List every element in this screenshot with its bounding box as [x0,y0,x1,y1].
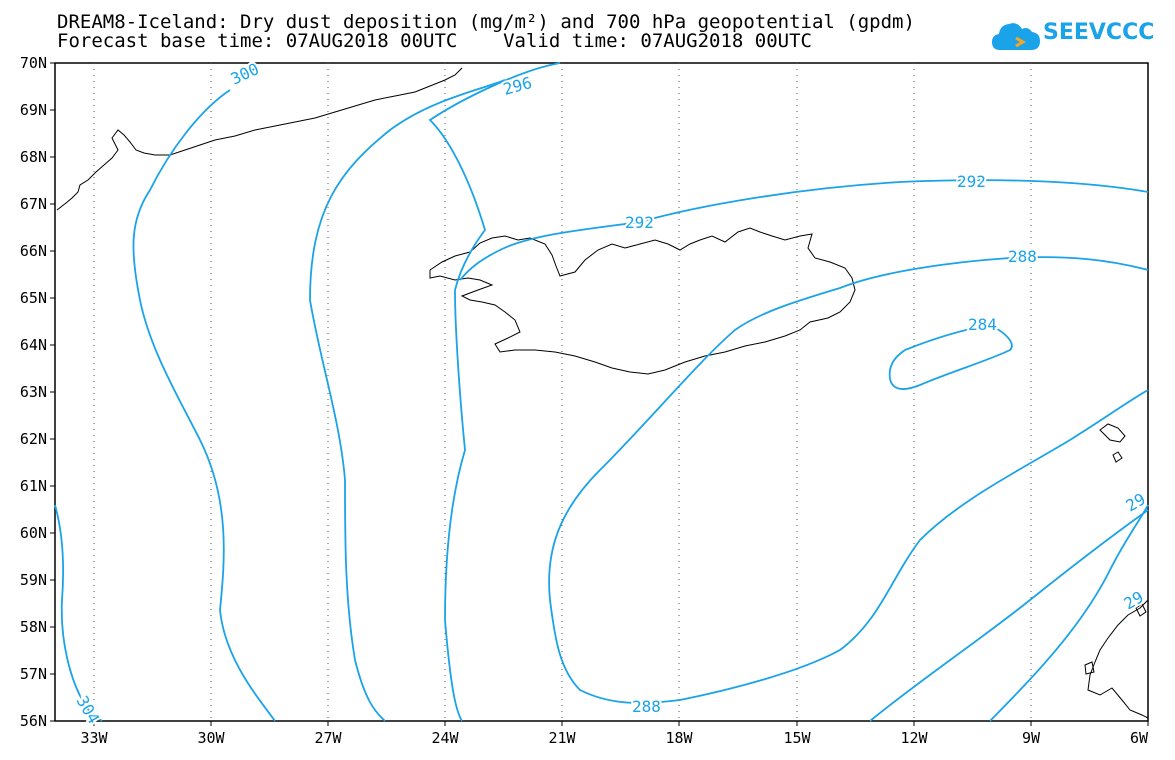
shetland-islands [1135,603,1147,617]
lon-label: 30W [197,729,225,747]
lat-label: 56N [20,712,47,730]
lat-ticks [50,62,55,722]
contour-300 [132,89,276,722]
lon-label: 15W [783,729,811,747]
graticule [93,63,1032,721]
contour-284 [888,324,1013,390]
map-subtitle-times: Forecast base time: 07AUG2018 00UTC Vali… [57,30,812,52]
lat-label: 65N [20,289,47,307]
lon-label: 27W [314,729,342,747]
map-title: DREAM8-Iceland: Dry dust deposition (mg/… [57,11,915,33]
faroe-islands [1099,423,1126,443]
contour-label-304: 304 [73,693,104,728]
contour-labels: 300 296 292 292 288 284 288 304 29 29 [71,57,1151,729]
map-frame [54,62,1149,722]
contour-29-lower-1 [989,504,1149,722]
cloud-icon [992,23,1040,50]
lon-label: 33W [80,729,108,747]
lat-label: 69N [20,101,47,119]
iceland-coast [429,227,856,375]
lon-label: 6W [1130,729,1149,747]
lat-label: 67N [20,195,47,213]
lat-label: 64N [20,336,47,354]
hebrides-islet [1084,661,1095,675]
contour-292 [428,62,561,722]
lat-label: 63N [20,383,47,401]
contour-label-292-east: 292 [957,172,986,191]
seevccc-logo [990,18,1150,58]
lat-label: 68N [20,148,47,166]
lon-label: 9W [1022,729,1041,747]
lat-label: 59N [20,571,47,589]
lon-label: 18W [665,729,693,747]
contour-29-lower-2 [869,509,1149,722]
lat-label: 58N [20,618,47,636]
geopotential-contours [54,62,1149,722]
lon-label: 21W [548,729,576,747]
lat-label: 61N [20,477,47,495]
contour-label-292-iceland: 292 [625,213,654,232]
contour-296 [309,79,506,722]
lon-ticks [93,721,1149,726]
greenland-coast [56,67,463,211]
lon-label: 24W [431,729,459,747]
contour-label-288-south: 288 [632,697,661,716]
contour-288 [548,256,1149,704]
contour-label-29-b: 29 [1121,587,1147,613]
lat-labels: 70N 69N 68N 67N 66N 65N 64N 63N 62N 61N … [20,54,47,730]
lat-label: 70N [20,54,47,72]
contour-label-296: 296 [501,73,534,99]
lat-label: 66N [20,242,47,260]
contour-label-284: 284 [968,315,997,334]
faroe-islet [1112,451,1123,463]
lon-labels: 33W 30W 27W 24W 21W 18W 15W 12W 9W 6W [80,729,1149,747]
lat-label: 57N [20,665,47,683]
lat-label: 60N [20,524,47,542]
logo-text: SEEVCCC [1043,20,1155,45]
contour-304 [54,504,103,722]
lat-label: 62N [20,430,47,448]
contour-label-288-east: 288 [1008,247,1037,266]
contour-292-upper [459,179,1149,281]
scotland-coast [1087,599,1149,719]
lon-label: 12W [900,729,928,747]
